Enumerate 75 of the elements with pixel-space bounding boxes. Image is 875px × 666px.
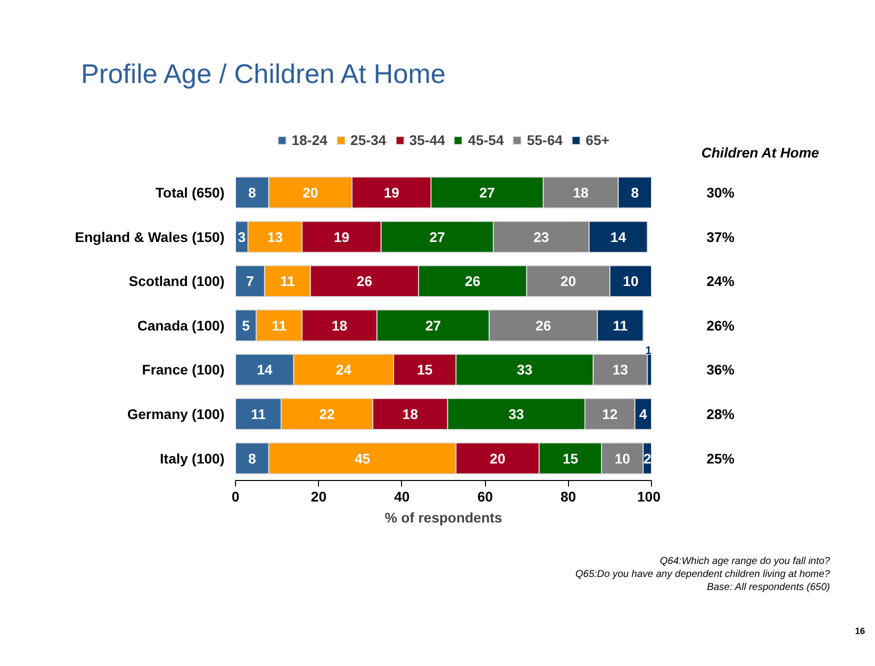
x-tick-label: 0 bbox=[232, 488, 240, 504]
x-tick-label: 80 bbox=[560, 488, 576, 504]
legend-label: 18-24 bbox=[292, 132, 328, 148]
data-label: 23 bbox=[533, 228, 550, 245]
x-tick-label: 100 bbox=[637, 488, 661, 504]
text: Q64:Which age range do you fall into? bbox=[660, 556, 830, 567]
chart-title: Profile Age / Children At Home bbox=[81, 58, 446, 91]
data-label: 10 bbox=[614, 450, 630, 466]
y-tick-label: France (100) bbox=[142, 362, 224, 378]
text: 28% bbox=[706, 406, 736, 422]
text: 25% bbox=[706, 450, 736, 466]
data-label: 10 bbox=[622, 273, 639, 290]
data-label: 15 bbox=[562, 450, 578, 466]
data-label: 1 bbox=[645, 345, 652, 358]
legend-label: 25-34 bbox=[350, 132, 386, 148]
text: 37% bbox=[706, 228, 736, 245]
text: Children At Home bbox=[701, 144, 820, 161]
data-label: 19 bbox=[334, 228, 350, 245]
text: Q65:Do you have any dependent children living at home? bbox=[575, 569, 830, 580]
data-label: 27 bbox=[429, 228, 446, 245]
data-label: 11 bbox=[280, 273, 296, 290]
data-label: 11 bbox=[272, 317, 287, 334]
data-label: 18 bbox=[332, 317, 348, 334]
text: 30% bbox=[706, 184, 736, 201]
data-label: 3 bbox=[238, 228, 246, 245]
data-label: 19 bbox=[384, 184, 400, 201]
y-tick-label: Total (650) bbox=[156, 184, 225, 201]
data-label: 12 bbox=[602, 406, 618, 422]
data-label: 8 bbox=[248, 450, 256, 466]
data-label: 4 bbox=[639, 406, 648, 422]
data-label: 8 bbox=[630, 184, 639, 201]
data-label: 20 bbox=[302, 184, 318, 201]
x-axis-title: % of respondents bbox=[384, 510, 502, 526]
data-label: 33 bbox=[516, 362, 533, 378]
legend-label: 55-64 bbox=[526, 132, 563, 148]
data-label: 26 bbox=[356, 273, 372, 290]
data-label: 45 bbox=[354, 450, 370, 466]
data-label: 20 bbox=[560, 273, 576, 290]
data-label: 20 bbox=[490, 450, 506, 466]
data-label: 14 bbox=[256, 362, 273, 378]
data-label: 22 bbox=[319, 406, 336, 422]
data-label: 15 bbox=[416, 362, 433, 378]
legend-label: 45-54 bbox=[468, 132, 504, 148]
data-label: 11 bbox=[250, 406, 266, 422]
text: 16 bbox=[854, 625, 865, 638]
data-label: 27 bbox=[479, 184, 496, 201]
y-tick-label: Canada (100) bbox=[137, 317, 225, 334]
data-label: 18 bbox=[402, 406, 418, 422]
text: 26% bbox=[706, 317, 736, 334]
y-tick-label: England & Wales (150) bbox=[74, 228, 224, 245]
data-label: 8 bbox=[248, 184, 256, 201]
data-label: 26 bbox=[536, 317, 552, 334]
y-tick-label: Italy (100) bbox=[160, 450, 225, 466]
text: 36% bbox=[706, 362, 736, 378]
text: Base: All respondents (650) bbox=[706, 582, 830, 593]
data-label: 27 bbox=[425, 317, 442, 334]
text: 24% bbox=[706, 273, 736, 290]
y-tick-label: Scotland (100) bbox=[128, 273, 225, 290]
legend-label: 35-44 bbox=[409, 132, 446, 148]
data-label: 33 bbox=[508, 406, 524, 422]
data-label: 13 bbox=[612, 362, 628, 378]
data-label: 7 bbox=[246, 273, 254, 290]
data-label: 24 bbox=[336, 362, 352, 378]
legend-label: 65+ bbox=[586, 132, 610, 148]
data-label: 13 bbox=[267, 228, 284, 245]
x-tick-label: 20 bbox=[310, 488, 327, 504]
x-tick-label: 40 bbox=[394, 488, 410, 504]
data-label: 26 bbox=[464, 273, 481, 290]
data-label: 2 bbox=[643, 450, 652, 466]
data-label: 14 bbox=[610, 228, 626, 245]
x-tick-label: 60 bbox=[477, 488, 494, 504]
data-label: 18 bbox=[572, 184, 589, 201]
data-label: 11 bbox=[612, 317, 628, 334]
data-label: 5 bbox=[242, 317, 250, 334]
y-tick-label: Germany (100) bbox=[127, 406, 225, 422]
